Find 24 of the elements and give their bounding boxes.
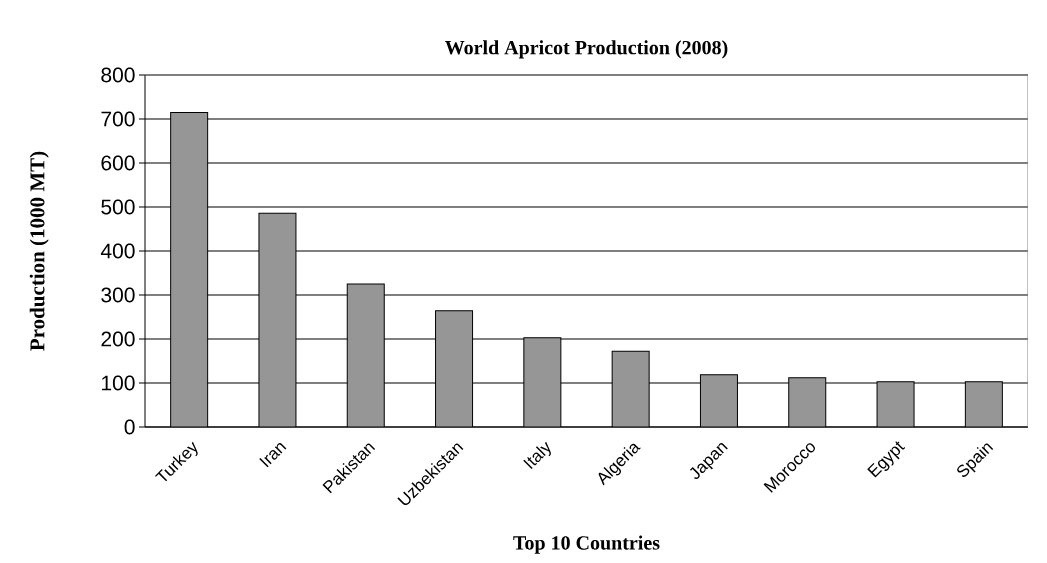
bar [258, 212, 297, 427]
y-tick-label: 300 [101, 287, 135, 303]
y-tick-label: 600 [101, 155, 135, 171]
bar [435, 310, 474, 427]
y-tick-label: 700 [101, 111, 135, 127]
bar [964, 381, 1003, 427]
y-tick-label: 800 [101, 67, 135, 83]
y-tick-label: 200 [101, 331, 135, 347]
bar [788, 377, 827, 427]
x-axis-title: Top 10 Countries [513, 535, 660, 554]
x-tick-label: Italy [523, 441, 551, 470]
y-tick-label: 500 [101, 199, 135, 215]
y-axis-title: Production (1000 MT) [29, 151, 49, 351]
bar [170, 111, 209, 427]
bar [346, 283, 385, 427]
bar [611, 350, 650, 427]
x-tick-label: Iran [259, 443, 287, 468]
y-tick-label: 400 [100, 243, 135, 259]
bar [523, 337, 562, 427]
y-tick-label: 0 [124, 419, 135, 435]
bar [699, 374, 738, 427]
chart-title: World Apricot Production (2008) [445, 40, 728, 59]
y-tick-label: 100 [102, 375, 135, 391]
bar [876, 381, 915, 427]
